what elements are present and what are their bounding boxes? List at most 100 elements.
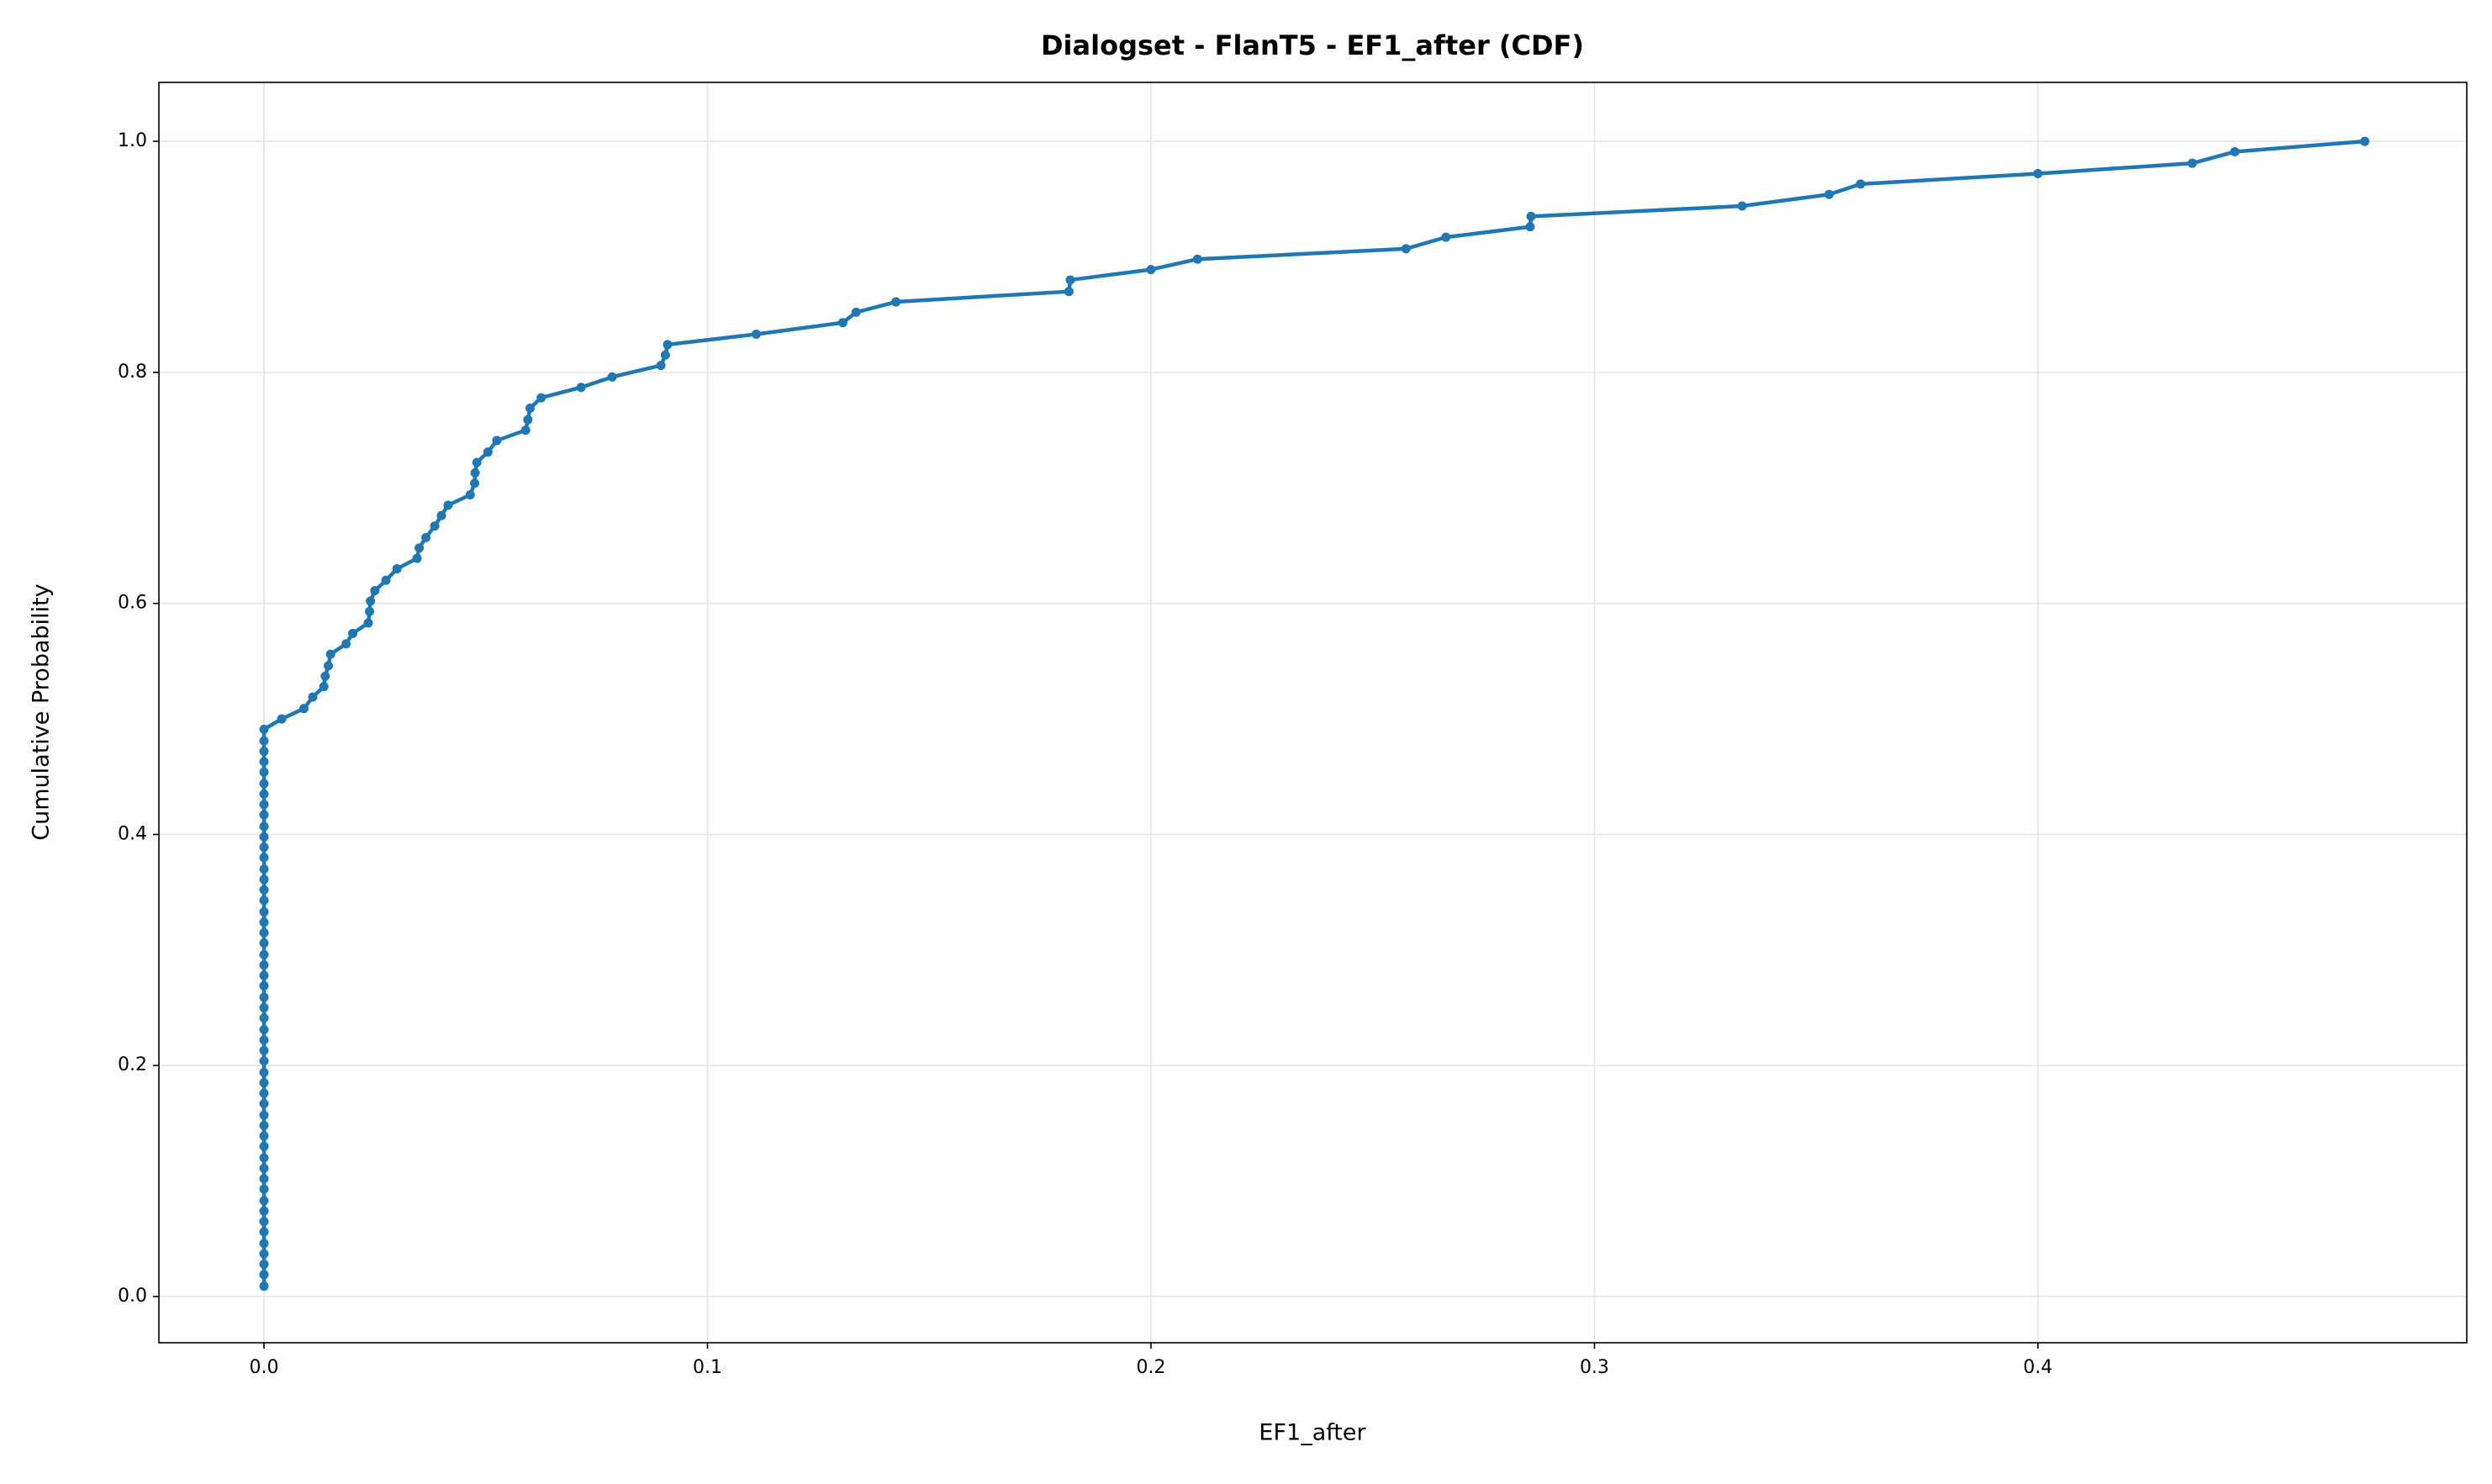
point <box>421 532 431 542</box>
point <box>348 628 358 638</box>
point <box>520 425 531 436</box>
point <box>370 586 380 596</box>
point <box>1401 244 1411 254</box>
point <box>259 1196 269 1206</box>
point <box>1526 211 1536 221</box>
point <box>259 907 269 917</box>
point <box>259 1003 269 1013</box>
chart-title: Dialogset - FlanT5 - EF1_after (CDF) <box>1041 29 1584 61</box>
point <box>259 960 269 970</box>
point <box>259 874 269 885</box>
point <box>1146 265 1156 275</box>
point <box>259 1164 269 1174</box>
point <box>259 1153 269 1163</box>
point <box>341 639 351 649</box>
point <box>1441 232 1451 242</box>
point <box>259 938 269 948</box>
point <box>525 403 535 413</box>
point <box>259 1260 269 1270</box>
point <box>259 949 269 959</box>
point <box>752 330 762 340</box>
point <box>277 714 287 724</box>
point <box>365 606 375 616</box>
point <box>414 543 425 553</box>
point <box>366 596 376 606</box>
point <box>259 970 269 980</box>
point <box>363 618 373 628</box>
point <box>259 1035 269 1045</box>
point <box>891 297 901 307</box>
point <box>259 1056 269 1066</box>
point <box>259 810 269 820</box>
point <box>259 767 269 777</box>
y-tick-label: 0.0 <box>118 1286 147 1307</box>
point <box>412 553 422 563</box>
point <box>259 1013 269 1023</box>
point <box>259 1281 269 1291</box>
point <box>1065 275 1075 285</box>
point <box>259 1121 269 1131</box>
point <box>259 1249 269 1259</box>
point <box>259 789 269 799</box>
y-tick-label: 1.0 <box>118 130 147 151</box>
point <box>259 800 269 810</box>
point <box>259 1045 269 1055</box>
y-axis-label: Cumulative Probability <box>29 584 55 840</box>
point <box>465 490 475 500</box>
point <box>656 361 666 371</box>
point <box>837 318 847 328</box>
point <box>436 510 446 520</box>
point <box>536 393 546 403</box>
x-tick-label: 0.0 <box>250 1357 279 1378</box>
point <box>2230 146 2240 156</box>
point <box>443 500 453 510</box>
point <box>259 1238 269 1249</box>
point <box>492 436 502 446</box>
x-tick-label: 0.2 <box>1136 1357 1165 1378</box>
point <box>308 692 318 702</box>
x-tick-label: 0.3 <box>1580 1357 1609 1378</box>
point <box>259 1131 269 1141</box>
point <box>470 467 480 478</box>
point <box>660 350 670 360</box>
point <box>851 307 861 317</box>
point <box>1824 189 1834 199</box>
point <box>259 736 269 746</box>
point <box>259 832 269 842</box>
point <box>607 372 617 382</box>
point <box>1856 179 1866 189</box>
point <box>259 992 269 1002</box>
y-tick-label: 0.6 <box>118 593 147 614</box>
point <box>259 724 269 734</box>
point <box>2033 169 2043 179</box>
point <box>259 1217 269 1227</box>
point <box>381 575 391 585</box>
point <box>259 927 269 937</box>
point <box>259 1025 269 1035</box>
point <box>259 1067 269 1077</box>
point <box>576 383 586 393</box>
cdf-line <box>261 139 2365 1286</box>
point <box>259 1270 269 1280</box>
x-tick-label: 0.4 <box>2023 1357 2052 1378</box>
x-axis-label: EF1_after <box>1259 1420 1366 1446</box>
point <box>259 917 269 927</box>
point <box>1192 254 1202 264</box>
point <box>259 1088 269 1098</box>
point <box>663 340 673 350</box>
point <box>2187 158 2197 168</box>
point <box>323 661 333 671</box>
y-tick-label: 0.2 <box>118 1054 147 1075</box>
point <box>259 980 269 990</box>
point <box>470 478 480 489</box>
point <box>259 1184 269 1194</box>
point <box>259 821 269 832</box>
point <box>392 563 402 573</box>
point <box>2360 136 2370 146</box>
point <box>259 1110 269 1120</box>
point <box>259 842 269 853</box>
point <box>259 885 269 895</box>
point <box>1737 201 1747 211</box>
point <box>259 1078 269 1088</box>
